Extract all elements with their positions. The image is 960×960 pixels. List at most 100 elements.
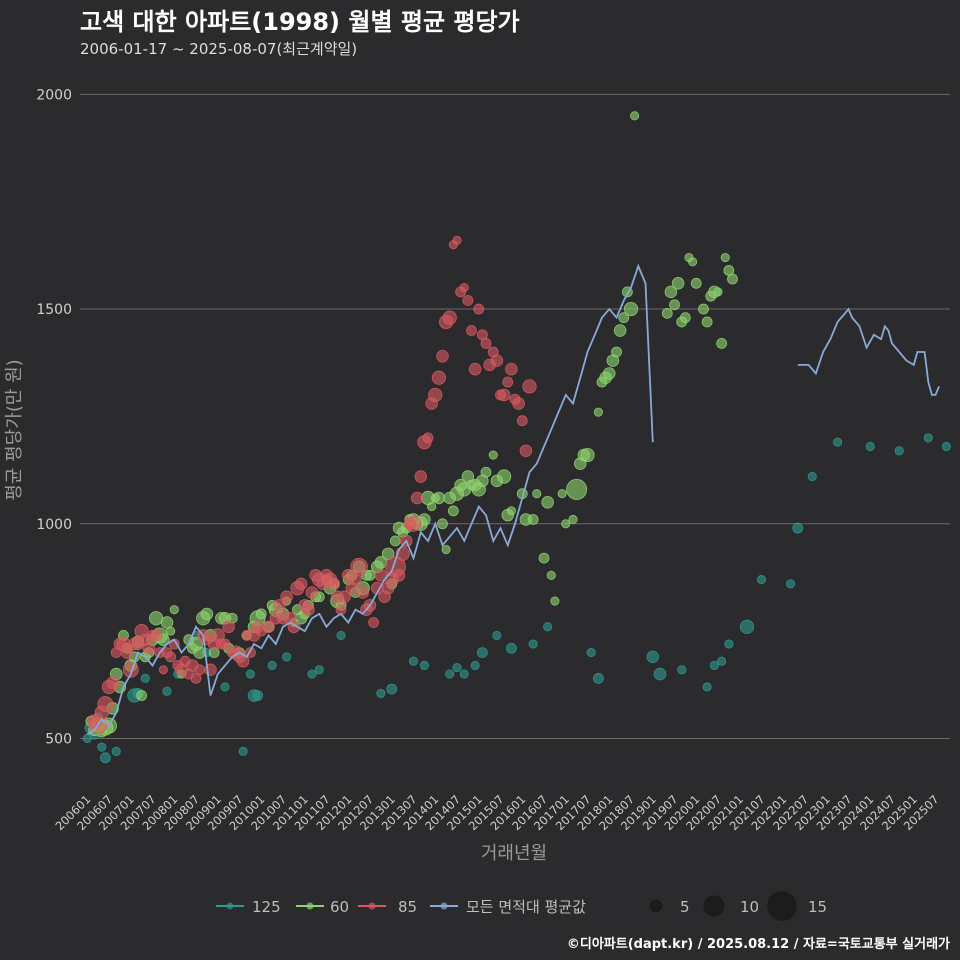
legend-label-0: 125: [252, 898, 281, 916]
point-85: [519, 444, 533, 458]
point-85: [219, 638, 231, 650]
legend-size-label-1: 10: [740, 898, 759, 916]
point-85: [410, 491, 424, 505]
point-60: [480, 466, 492, 478]
average-line-segment-2: [797, 307, 940, 396]
point-60: [566, 478, 588, 500]
point-125: [445, 669, 455, 679]
legend-size-marker-2: [767, 891, 797, 921]
point-125: [505, 642, 517, 654]
point-125: [408, 656, 419, 666]
point-125: [586, 648, 596, 658]
point-60: [527, 514, 539, 525]
point-60: [727, 273, 738, 285]
point-85: [462, 295, 474, 306]
legend-marker-0: [226, 902, 234, 910]
point-60: [630, 111, 640, 121]
point-125: [528, 639, 538, 649]
point-125: [162, 686, 172, 696]
point-85: [392, 569, 406, 582]
point-85: [468, 362, 482, 376]
point-60: [538, 552, 550, 564]
average-line: [86, 263, 654, 735]
point-125: [252, 690, 264, 701]
point-85: [158, 665, 168, 675]
point-85: [338, 590, 351, 604]
point-60: [690, 277, 702, 289]
point-125: [785, 579, 796, 589]
point-85: [497, 388, 511, 402]
point-60: [447, 505, 459, 517]
point-60: [432, 491, 446, 505]
point-60: [427, 502, 437, 512]
point-125: [677, 665, 687, 675]
legend-label-1: 60: [330, 898, 349, 916]
point-85: [302, 603, 315, 616]
point-85: [273, 599, 286, 612]
point-85: [305, 586, 319, 599]
point-125: [459, 669, 469, 679]
point-60: [593, 407, 603, 417]
y-axis-title: 평균 평당가(만 원): [4, 359, 25, 500]
point-60: [623, 301, 639, 317]
point-60: [166, 626, 176, 636]
point-60: [557, 489, 567, 499]
point-60: [200, 607, 214, 621]
point-85: [356, 586, 369, 599]
point-85: [490, 354, 504, 367]
y-tick-label: 2000: [36, 87, 72, 103]
point-60: [671, 277, 685, 290]
point-60: [437, 518, 448, 530]
point-125: [97, 742, 107, 752]
point-85: [422, 432, 434, 444]
point-85: [516, 415, 528, 427]
point-60: [541, 496, 554, 509]
point-85: [480, 338, 492, 349]
point-85: [294, 577, 308, 591]
point-85: [262, 620, 275, 634]
legend-label-3: 모든 면적대 평균값: [466, 898, 586, 916]
point-60: [679, 312, 691, 324]
point-85: [368, 617, 380, 628]
chart-subtitle: 2006-01-17 ~ 2025-08-07(최근계약일): [80, 40, 358, 58]
point-125: [739, 619, 755, 634]
legend-marker-2: [368, 902, 376, 910]
point-60: [136, 690, 148, 701]
point-125: [267, 660, 277, 671]
point-60: [546, 570, 556, 580]
point-85: [428, 387, 443, 403]
point-60: [364, 569, 376, 581]
point-125: [833, 437, 843, 447]
legend-marker-3: [440, 902, 448, 910]
legend-size-label-0: 5: [680, 898, 690, 916]
point-85: [505, 362, 518, 376]
y-tick-label: 500: [45, 731, 72, 747]
point-60: [688, 257, 698, 267]
legend: 125 60 85 모든 면적대 평균값 5 10 15: [216, 891, 827, 921]
point-85: [431, 370, 446, 385]
point-60: [580, 447, 595, 463]
point-125: [376, 688, 386, 698]
point-60: [716, 338, 728, 349]
point-125: [476, 647, 488, 658]
point-85: [350, 557, 368, 576]
legend-size-label-2: 15: [808, 898, 827, 916]
point-60: [618, 312, 630, 324]
point-125: [792, 522, 804, 534]
point-60: [720, 252, 730, 263]
x-tick-labels: 2006012006072007012007072008012008072009…: [52, 792, 941, 833]
point-60: [603, 367, 616, 380]
point-125: [543, 622, 553, 632]
point-85: [436, 350, 449, 363]
point-60: [713, 287, 723, 297]
point-125: [756, 575, 767, 585]
point-60: [669, 299, 680, 311]
scatter-points: [82, 111, 951, 764]
point-85: [280, 590, 293, 604]
chart-title: 고색 대한 아파트(1998) 월별 평균 평당가: [80, 8, 520, 36]
point-125: [724, 639, 734, 649]
point-125: [807, 471, 817, 482]
point-60: [255, 608, 267, 620]
point-60: [701, 316, 713, 328]
